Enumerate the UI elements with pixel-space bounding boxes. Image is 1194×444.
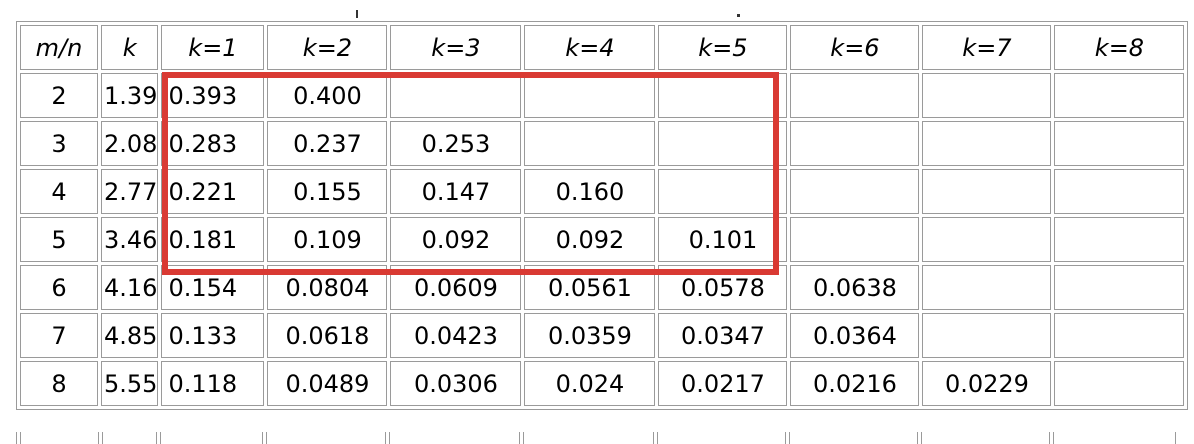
cell-k7 [922, 265, 1052, 310]
cell-k7 [922, 73, 1052, 118]
cell-k1: 0.154 [161, 265, 265, 310]
cell-k6: 0.0638 [790, 265, 920, 310]
cell-k4 [524, 73, 656, 118]
cell-k5 [658, 121, 788, 166]
cell-k4 [524, 121, 656, 166]
cell-k6 [790, 169, 920, 214]
cell-k8 [1054, 73, 1185, 118]
top-dot-mark [737, 14, 740, 17]
cell-k5 [658, 169, 788, 214]
cell-k: 2.77 [101, 169, 159, 214]
header-row: m/n k k=1 k=2 k=3 k=4 k=5 k=6 k=7 k=8 [20, 25, 1185, 70]
table-row: 5 3.46 0.181 0.109 0.092 0.092 0.101 [20, 217, 1185, 262]
table-row: 3 2.08 0.283 0.237 0.253 [20, 121, 1185, 166]
cell-k: 4.16 [101, 265, 159, 310]
cell-k3: 0.0306 [390, 361, 522, 406]
table-row: 4 2.77 0.221 0.155 0.147 0.160 [20, 169, 1185, 214]
cell-k8 [1054, 169, 1185, 214]
cell-k2: 0.0618 [267, 313, 388, 358]
cell-k: 4.85 [101, 313, 159, 358]
cell-k6: 0.0216 [790, 361, 920, 406]
cell-k3 [390, 73, 522, 118]
cell-k2: 0.237 [267, 121, 388, 166]
cell-mn: 4 [20, 169, 98, 214]
cell-mn: 3 [20, 121, 98, 166]
cell-k8 [1054, 265, 1185, 310]
cell-k4: 0.160 [524, 169, 656, 214]
cell-k7 [922, 217, 1052, 262]
clipped-next-row [16, 432, 1176, 444]
cell-mn: 8 [20, 361, 98, 406]
cell-k6 [790, 121, 920, 166]
cell-mn: 5 [20, 217, 98, 262]
cell-k4: 0.092 [524, 217, 656, 262]
header-k: k [101, 25, 159, 70]
header-k4: k=4 [524, 25, 656, 70]
cell-k4: 0.0561 [524, 265, 656, 310]
cell-mn: 2 [20, 73, 98, 118]
table-row: 7 4.85 0.133 0.0618 0.0423 0.0359 0.0347… [20, 313, 1185, 358]
cell-k5: 0.0217 [658, 361, 788, 406]
cell-mn: 7 [20, 313, 98, 358]
cell-k8 [1054, 121, 1185, 166]
cell-k3: 0.092 [390, 217, 522, 262]
cell-k4: 0.024 [524, 361, 656, 406]
cell-k4: 0.0359 [524, 313, 656, 358]
cell-k2: 0.109 [267, 217, 388, 262]
cell-k1: 0.221 [161, 169, 265, 214]
cell-k7 [922, 169, 1052, 214]
cell-k: 2.08 [101, 121, 159, 166]
cell-k: 3.46 [101, 217, 159, 262]
cell-k: 1.39 [101, 73, 159, 118]
cell-k2: 0.0489 [267, 361, 388, 406]
header-k3: k=3 [390, 25, 522, 70]
cell-k1: 0.393 [161, 73, 265, 118]
cell-k1: 0.133 [161, 313, 265, 358]
cell-k7: 0.0229 [922, 361, 1052, 406]
cell-k5: 0.0578 [658, 265, 788, 310]
header-k2: k=2 [267, 25, 388, 70]
cell-k2: 0.0804 [267, 265, 388, 310]
cell-k2: 0.155 [267, 169, 388, 214]
cell-k5: 0.0347 [658, 313, 788, 358]
cell-k8 [1054, 313, 1185, 358]
table-row: 2 1.39 0.393 0.400 [20, 73, 1185, 118]
cell-k6: 0.0364 [790, 313, 920, 358]
cell-k8 [1054, 361, 1185, 406]
header-k6: k=6 [790, 25, 920, 70]
cell-k7 [922, 121, 1052, 166]
cell-k7 [922, 313, 1052, 358]
header-mn: m/n [20, 25, 98, 70]
cell-k3: 0.0423 [390, 313, 522, 358]
cell-k1: 0.181 [161, 217, 265, 262]
cell-k6 [790, 217, 920, 262]
cell-k5 [658, 73, 788, 118]
header-k1: k=1 [161, 25, 265, 70]
cell-k5: 0.101 [658, 217, 788, 262]
cell-k6 [790, 73, 920, 118]
cell-k8 [1054, 217, 1185, 262]
table-row: 8 5.55 0.118 0.0489 0.0306 0.024 0.0217 … [20, 361, 1185, 406]
header-k8: k=8 [1054, 25, 1185, 70]
cell-k3: 0.253 [390, 121, 522, 166]
cell-k3: 0.147 [390, 169, 522, 214]
top-tick-mark [356, 10, 358, 18]
false-positive-rate-table: m/n k k=1 k=2 k=3 k=4 k=5 k=6 k=7 k=8 2 … [16, 21, 1189, 410]
header-k7: k=7 [922, 25, 1052, 70]
cell-k1: 0.118 [161, 361, 265, 406]
cell-k: 5.55 [101, 361, 159, 406]
header-k5: k=5 [658, 25, 788, 70]
cell-k3: 0.0609 [390, 265, 522, 310]
cell-k2: 0.400 [267, 73, 388, 118]
cell-k1: 0.283 [161, 121, 265, 166]
cell-mn: 6 [20, 265, 98, 310]
table-row: 6 4.16 0.154 0.0804 0.0609 0.0561 0.0578… [20, 265, 1185, 310]
